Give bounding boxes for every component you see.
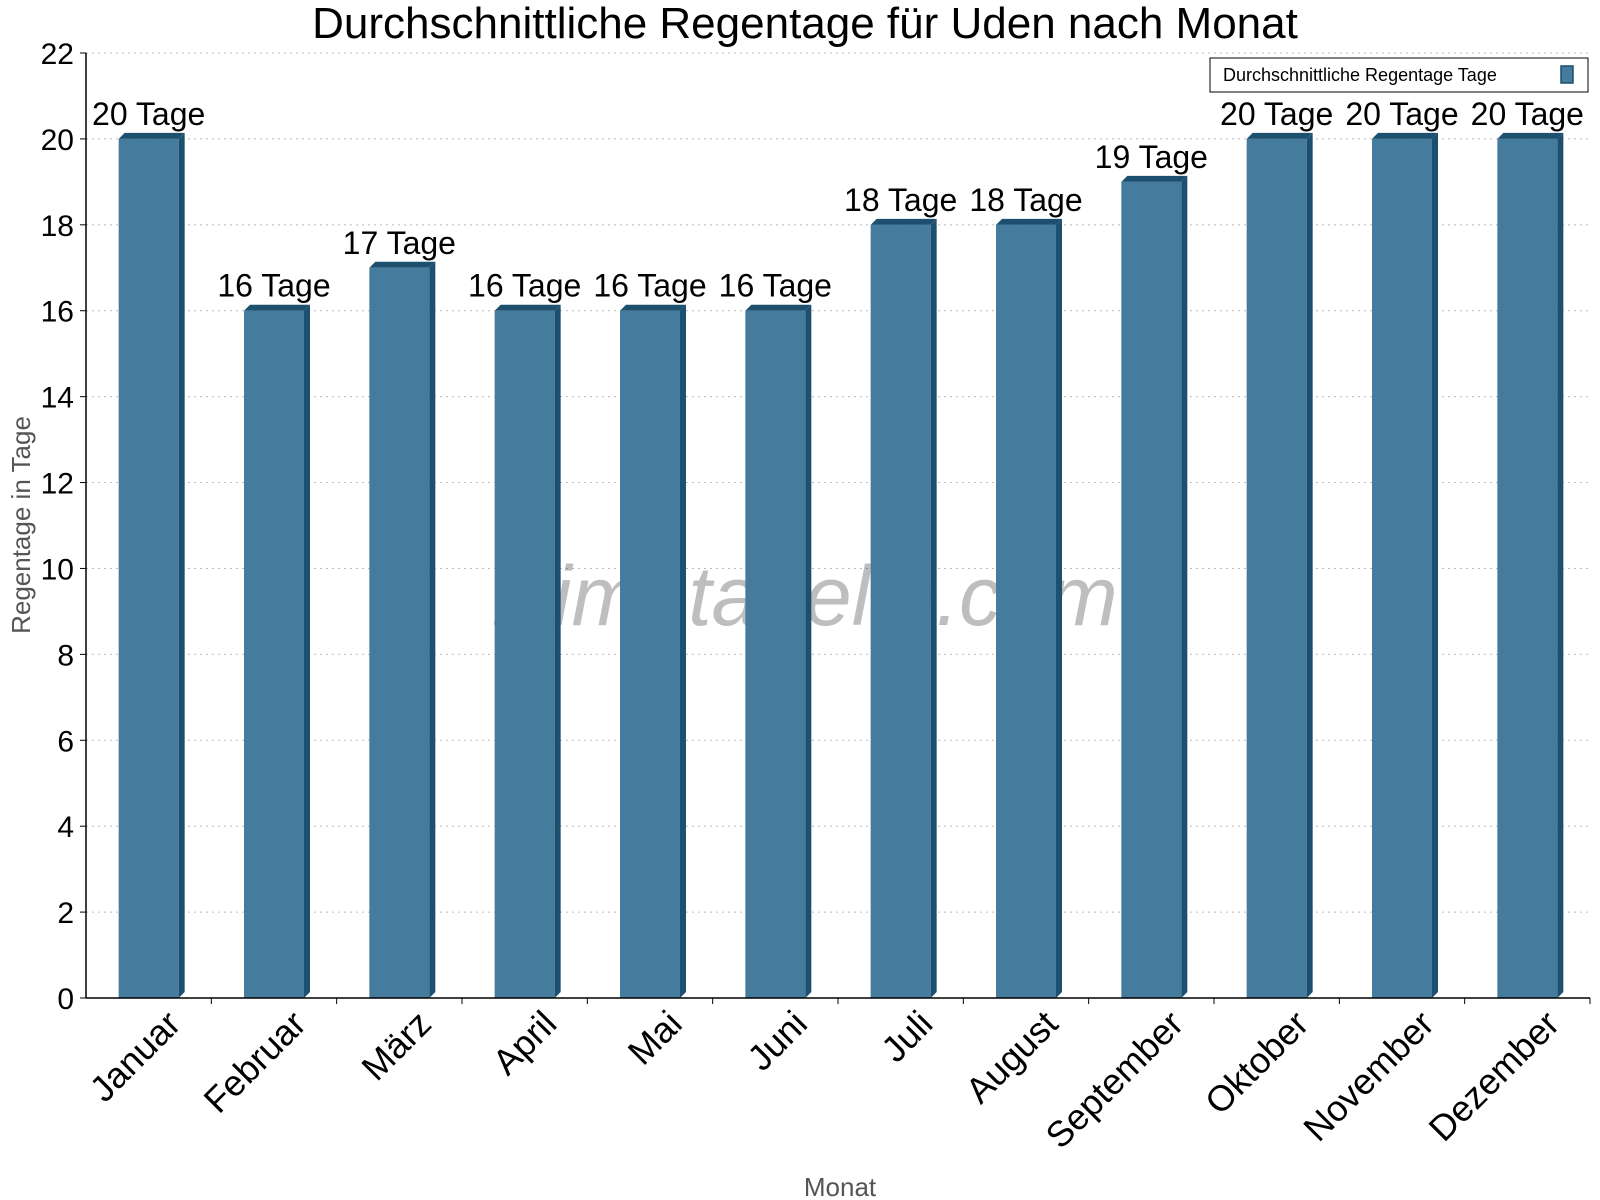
y-tick-label: 18 bbox=[41, 210, 74, 243]
bar-top bbox=[620, 304, 686, 311]
bar-top bbox=[1121, 175, 1188, 182]
y-tick-label: 8 bbox=[57, 639, 74, 672]
bar-group: 17 Tage bbox=[343, 225, 456, 999]
y-tick-label: 22 bbox=[41, 38, 74, 71]
bar bbox=[1372, 138, 1432, 999]
data-label: 16 Tage bbox=[719, 268, 832, 304]
bar-group: 18 Tage bbox=[969, 182, 1083, 998]
y-tick-label: 2 bbox=[57, 897, 74, 930]
bar-top bbox=[244, 304, 310, 311]
bar bbox=[870, 224, 931, 998]
legend: Durchschnittliche Regentage Tage bbox=[1209, 57, 1589, 93]
bar-side bbox=[554, 304, 561, 998]
data-label: 16 Tage bbox=[593, 268, 706, 304]
y-tick-label: 16 bbox=[41, 296, 74, 329]
bar-group: 19 Tage bbox=[1095, 139, 1208, 998]
x-axis-label: Monat bbox=[804, 1172, 877, 1200]
x-tick-label: Juni bbox=[739, 1003, 815, 1079]
bar-top bbox=[369, 261, 436, 268]
legend-swatch bbox=[1560, 65, 1574, 84]
x-tick-label: November bbox=[1295, 1003, 1441, 1149]
data-label: 20 Tage bbox=[1220, 96, 1333, 132]
axes bbox=[85, 53, 1590, 999]
data-label: 20 Tage bbox=[1345, 96, 1458, 132]
y-tick-label: 14 bbox=[41, 382, 74, 415]
bar bbox=[996, 224, 1056, 998]
data-label: 16 Tage bbox=[217, 268, 330, 304]
bar-top bbox=[494, 304, 561, 311]
data-label: 20 Tage bbox=[1471, 96, 1584, 132]
bar bbox=[1121, 181, 1182, 998]
bar-side bbox=[1557, 132, 1564, 999]
bar-side bbox=[680, 304, 686, 998]
x-tick-label: Januar bbox=[81, 1003, 188, 1110]
bar-side bbox=[805, 304, 812, 998]
bar-group: 16 Tage bbox=[468, 268, 581, 998]
x-tick-label: April bbox=[484, 1003, 564, 1083]
legend-entry-label: Durchschnittliche Regentage Tage bbox=[1223, 65, 1497, 85]
bar-group: 20 Tage bbox=[1220, 96, 1333, 999]
bar-side bbox=[1306, 132, 1313, 999]
bar-top bbox=[1372, 132, 1438, 139]
bar bbox=[1497, 138, 1558, 999]
bar-group: 20 Tage bbox=[92, 96, 205, 999]
x-tick-label: Mai bbox=[620, 1003, 690, 1073]
data-label: 18 Tage bbox=[969, 182, 1082, 218]
data-label: 20 Tage bbox=[92, 96, 205, 132]
y-tick-label: 10 bbox=[41, 553, 74, 586]
y-tick-label: 0 bbox=[57, 983, 74, 1016]
y-tick-label: 20 bbox=[41, 124, 74, 157]
y-axis-ticks: 0 2 4 6 8 10 12 14 16 18 20 22 bbox=[41, 38, 86, 1016]
x-tick-label: Februar bbox=[196, 1003, 314, 1121]
bar bbox=[745, 310, 806, 998]
y-tick-label: 6 bbox=[57, 725, 74, 758]
bar-top bbox=[996, 218, 1062, 225]
bar-side bbox=[178, 132, 185, 999]
bar-side bbox=[1181, 175, 1188, 998]
bar-group: 20 Tage bbox=[1345, 96, 1459, 999]
x-tick-label: August bbox=[957, 1003, 1065, 1111]
legend-box bbox=[1209, 57, 1589, 93]
x-tick-label: März bbox=[353, 1003, 439, 1089]
bar bbox=[620, 310, 680, 998]
bar bbox=[369, 267, 430, 999]
bar-group: 16 Tage bbox=[719, 268, 832, 998]
bar-side bbox=[1056, 218, 1062, 998]
x-tick-label: Dezember bbox=[1421, 1003, 1567, 1149]
data-label: 18 Tage bbox=[844, 182, 957, 218]
gridlines bbox=[86, 52, 1590, 913]
bar-top bbox=[870, 218, 937, 225]
x-tick-label: Juli bbox=[873, 1003, 940, 1070]
bar-top bbox=[1497, 132, 1564, 139]
bar bbox=[244, 310, 304, 998]
y-tick-label: 12 bbox=[41, 468, 74, 501]
bar-group: 16 Tage bbox=[593, 268, 707, 998]
data-label: 19 Tage bbox=[1095, 139, 1208, 175]
bar-side bbox=[429, 261, 436, 999]
bar bbox=[1246, 138, 1307, 999]
bar-group: 16 Tage bbox=[217, 268, 331, 998]
bar-group: 18 Tage bbox=[844, 182, 957, 998]
bar bbox=[118, 138, 179, 999]
x-tick-label: Oktober bbox=[1197, 1003, 1317, 1123]
data-label: 16 Tage bbox=[468, 268, 581, 304]
data-label: 17 Tage bbox=[343, 225, 456, 261]
x-axis-ticks: Januar Februar März April Mai Juni Juli AugustS… bbox=[81, 998, 1591, 1157]
bar-side bbox=[304, 304, 310, 998]
bars: 20 Tage 16 Tage 17 Tage 16 Tage 16 Tage 16 Ta… bbox=[92, 96, 1584, 999]
bar-top bbox=[118, 132, 185, 139]
y-axis-label: Regentage in Tage bbox=[6, 416, 36, 634]
bar-top bbox=[745, 304, 812, 311]
bar-side bbox=[930, 218, 937, 998]
y-tick-label: 4 bbox=[57, 811, 74, 844]
chart-title: Durchschnittliche Regentage für Uden nac… bbox=[312, 0, 1298, 48]
bar-top bbox=[1246, 132, 1313, 139]
bar bbox=[494, 310, 555, 998]
bar-group: 20 Tage bbox=[1471, 96, 1584, 999]
x-tick-label: September bbox=[1037, 1003, 1191, 1157]
bar-side bbox=[1432, 132, 1438, 999]
